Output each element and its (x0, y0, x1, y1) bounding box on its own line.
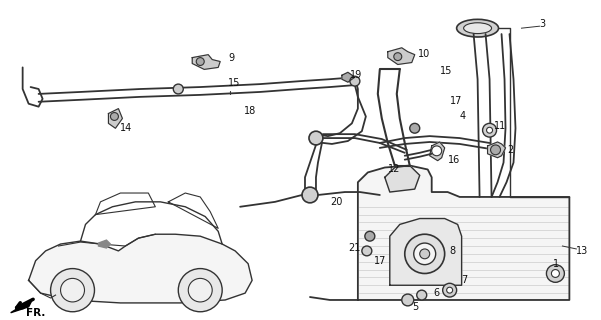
Circle shape (416, 290, 427, 300)
Circle shape (401, 294, 413, 306)
Circle shape (410, 123, 419, 133)
Circle shape (546, 265, 564, 282)
Text: 10: 10 (418, 49, 430, 59)
Polygon shape (99, 240, 111, 248)
Circle shape (365, 231, 375, 241)
Text: 6: 6 (434, 288, 440, 298)
Text: 5: 5 (412, 302, 418, 312)
Polygon shape (108, 108, 123, 128)
Circle shape (413, 243, 436, 265)
Circle shape (309, 131, 323, 145)
Text: 14: 14 (120, 123, 133, 133)
Text: 13: 13 (576, 246, 588, 256)
Text: 1: 1 (554, 259, 560, 269)
Polygon shape (29, 234, 252, 303)
Circle shape (447, 287, 453, 293)
Circle shape (188, 278, 212, 302)
Circle shape (394, 53, 401, 60)
Text: 2: 2 (507, 145, 514, 155)
Polygon shape (388, 48, 415, 64)
Circle shape (61, 278, 85, 302)
Circle shape (362, 246, 372, 256)
Circle shape (483, 123, 496, 137)
Circle shape (404, 234, 445, 274)
Circle shape (443, 283, 457, 297)
Text: 3: 3 (540, 19, 546, 29)
Text: 21: 21 (348, 243, 360, 253)
Polygon shape (390, 219, 462, 285)
Text: 7: 7 (462, 275, 468, 285)
Polygon shape (430, 142, 445, 161)
Ellipse shape (457, 19, 499, 37)
Text: 8: 8 (450, 246, 456, 256)
Text: 16: 16 (448, 155, 460, 165)
Polygon shape (342, 72, 355, 82)
Text: 12: 12 (388, 164, 400, 174)
Polygon shape (487, 142, 505, 158)
Text: 15: 15 (440, 66, 452, 76)
Text: 17: 17 (374, 256, 386, 266)
Text: FR.: FR. (26, 308, 45, 318)
Polygon shape (11, 299, 32, 313)
Text: 15: 15 (228, 78, 240, 88)
Text: 17: 17 (450, 96, 462, 106)
Text: 11: 11 (493, 121, 506, 131)
Circle shape (178, 268, 222, 312)
Circle shape (50, 268, 94, 312)
Circle shape (432, 146, 442, 156)
Circle shape (419, 249, 430, 259)
Circle shape (350, 76, 360, 86)
Circle shape (111, 113, 118, 120)
Text: 18: 18 (244, 106, 257, 116)
Polygon shape (192, 55, 220, 69)
Circle shape (487, 127, 493, 133)
Text: 4: 4 (460, 111, 466, 122)
Circle shape (302, 187, 318, 203)
Ellipse shape (463, 23, 492, 34)
Circle shape (173, 84, 183, 94)
Text: 20: 20 (330, 197, 343, 207)
Circle shape (197, 58, 204, 66)
Circle shape (490, 145, 501, 155)
Circle shape (552, 269, 560, 277)
Polygon shape (385, 165, 419, 192)
Text: 9: 9 (228, 52, 234, 63)
Polygon shape (358, 165, 569, 300)
Text: 19: 19 (350, 70, 362, 80)
